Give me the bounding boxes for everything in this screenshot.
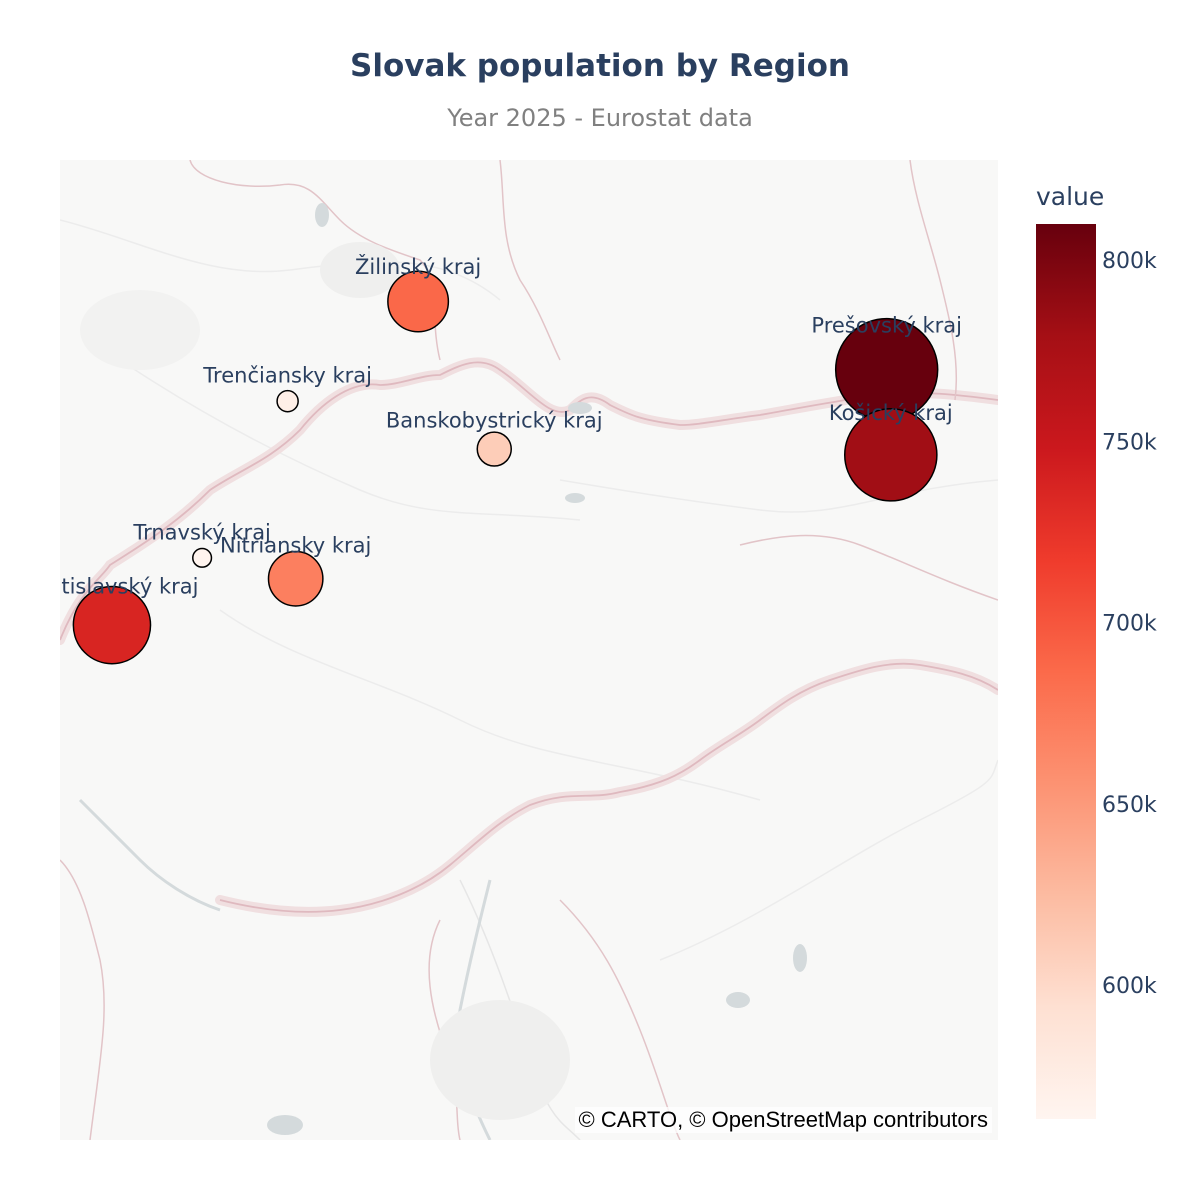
map-attribution[interactable]: © CARTO, © OpenStreetMap contributors [574,1107,992,1133]
colorbar-gradient [1036,224,1096,1119]
lake [726,992,750,1008]
country-border [739,534,998,601]
region-label: Košický kraj [829,401,953,425]
colorbar-tick-label: 650k [1102,793,1157,818]
region-marker-group[interactable]: Bratislavský kraj [60,575,198,665]
urban-area [80,290,200,370]
lake [565,493,585,503]
region-marker-group[interactable]: Trenčiansky kraj [202,363,372,413]
region-label: Žilinský kraj [355,254,481,279]
region-label: Trnavský kraj [132,521,271,545]
region-bubble[interactable] [843,408,938,502]
road-line [60,219,501,301]
country-border [60,361,998,641]
colorbar-tick-label: 750k [1102,430,1157,455]
region-bubble[interactable] [276,389,299,413]
urban-area [430,1000,570,1120]
colorbar-tick-label: 800k [1102,249,1157,274]
map-background [60,160,998,1140]
lake [793,944,807,972]
region-label: Nitriansky kraj [220,534,371,558]
lake [568,402,592,414]
colorbar: 600k 650k 700k 750k 800k [1036,224,1157,1119]
chart-subtitle: Year 2025 - Eurostat data [447,104,753,132]
lake [267,1115,303,1135]
chart-title: Slovak population by Region [350,48,850,84]
colorbar-tick-label: 600k [1102,974,1157,999]
country-border [909,160,958,401]
colorbar-ticks: 600k 650k 700k 750k 800k [1102,249,1157,999]
region-bubble[interactable] [267,550,324,607]
region-bubble[interactable] [192,547,213,568]
lake [315,203,329,227]
road-line [219,609,761,801]
region-bubble[interactable] [72,585,152,665]
region-label: Bratislavský kraj [60,575,198,599]
road-line [659,759,998,961]
country-border [60,859,105,1140]
region-bubble[interactable] [476,431,512,467]
region-label: Banskobystrický kraj [386,408,603,432]
markers-layer: Prešovský kraj Košický kraj Bratislavský k… [60,254,962,665]
region-marker-group[interactable]: Trnavský kraj [132,521,271,568]
colorbar-tick-label: 700k [1102,612,1157,637]
region-marker-group[interactable]: Prešovský kraj [811,314,962,422]
region-marker-group[interactable]: Žilinský kraj [355,254,481,333]
country-border [499,160,561,361]
region-bubble[interactable] [387,270,450,333]
basemap-layer [60,160,998,1140]
river [78,798,221,912]
region-marker-group[interactable]: Banskobystrický kraj [386,408,603,467]
colorbar-title: value [1036,182,1105,211]
road-line [119,359,581,521]
region-marker-group[interactable]: Košický kraj [829,401,953,502]
region-marker-group[interactable]: Nitriansky kraj [220,534,371,607]
region-label: Trenčiansky kraj [202,363,372,387]
map-area[interactable]: Prešovský kraj Košický kraj Bratislavský k… [60,160,998,1140]
region-label: Prešovský kraj [811,314,962,338]
urban-area [320,242,400,298]
country-border [219,662,998,913]
